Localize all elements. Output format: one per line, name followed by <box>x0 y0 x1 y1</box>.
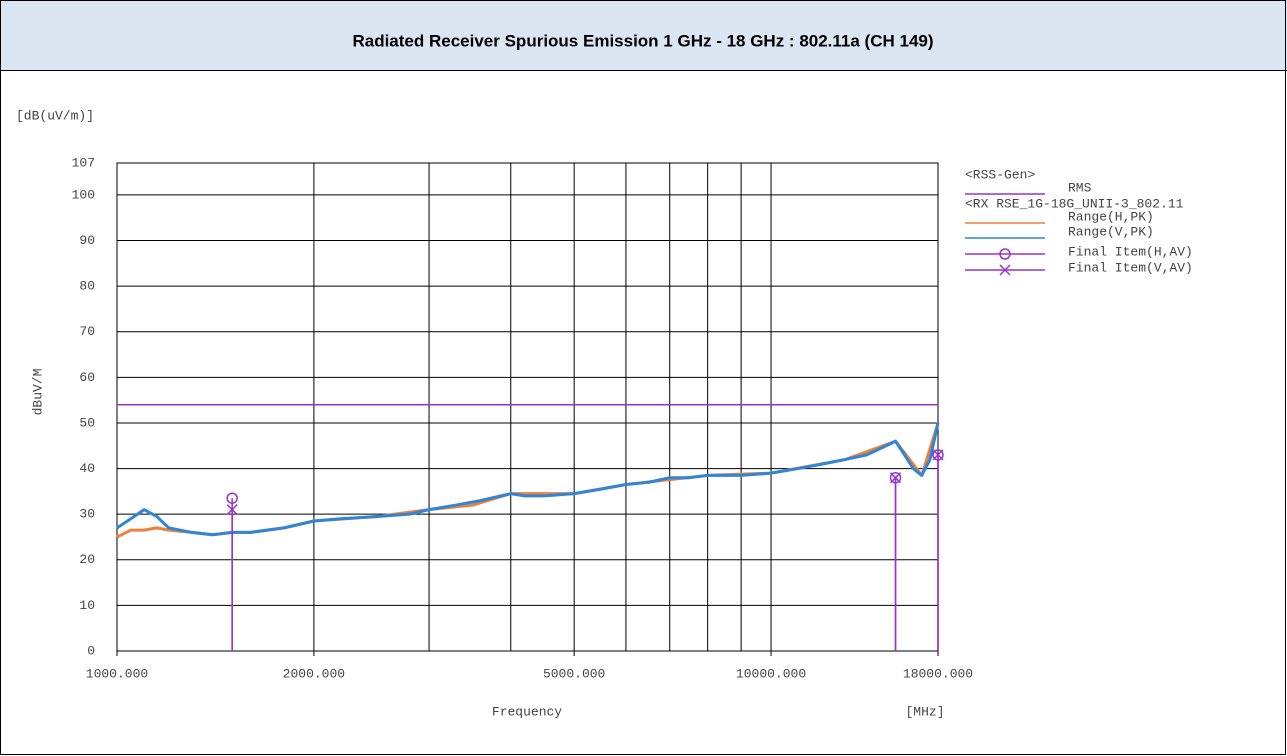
final-marker <box>889 472 902 484</box>
trace <box>116 422 940 537</box>
y-tick-label: 10 <box>79 598 95 613</box>
final-marker <box>999 248 1011 260</box>
x-tick-label: 10000.000 <box>736 666 806 681</box>
y-tick-label: 40 <box>79 461 95 476</box>
x-tick-label: 2000.000 <box>283 666 345 681</box>
x-axis-label: Frequency <box>492 704 562 719</box>
legend-label: <RX RSE_1G-18G_UNII-3_802.11 <box>965 196 1184 211</box>
final-marker <box>226 492 238 504</box>
y-tick-label: 100 <box>72 187 95 202</box>
x-tick-label: 5000.000 <box>543 666 605 681</box>
x-unit: [MHz] <box>905 704 944 719</box>
y-unit: [dB(uV/m)] <box>16 108 94 123</box>
chart-title: Radiated Receiver Spurious Emission 1 GH… <box>352 31 933 50</box>
final-marker <box>226 504 238 516</box>
y-tick-label: 60 <box>79 370 95 385</box>
y-tick-label: 50 <box>79 415 95 430</box>
legend-label: Final Item(H,AV) <box>1068 244 1193 259</box>
y-axis-label: dBuV/M <box>30 369 45 416</box>
y-tick-label: 70 <box>79 324 95 339</box>
x-tick-label: 18000.000 <box>903 666 973 681</box>
y-tick-label: 20 <box>79 552 95 567</box>
x-tick-label: 1000.000 <box>86 666 148 681</box>
y-tick-label: 30 <box>79 507 95 522</box>
legend-label: RMS <box>1068 180 1092 195</box>
legend-label: <RSS-Gen> <box>965 167 1035 182</box>
plot-area <box>116 162 939 652</box>
header-band <box>0 0 1287 70</box>
final-marker <box>999 264 1011 276</box>
legend-label: Range(H,PK) <box>1068 209 1154 224</box>
trace <box>116 422 940 539</box>
legend-label: Range(V,PK) <box>1068 224 1154 239</box>
y-tick-label: 90 <box>79 233 95 248</box>
y-tick-label: 107 <box>72 155 95 170</box>
legend-label: Final Item(V,AV) <box>1068 260 1193 275</box>
final-marker <box>932 449 944 461</box>
y-tick-label: 80 <box>79 279 95 294</box>
y-tick-label: 0 <box>87 643 95 658</box>
